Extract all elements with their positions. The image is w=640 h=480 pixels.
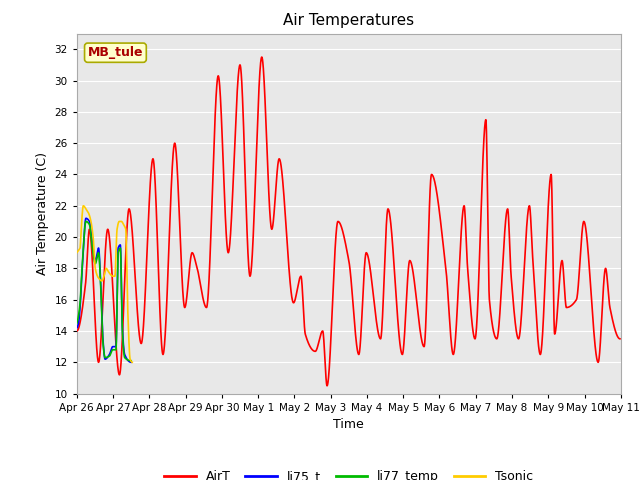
Text: MB_tule: MB_tule: [88, 46, 143, 59]
Title: Air Temperatures: Air Temperatures: [284, 13, 414, 28]
Legend: AirT, li75_t, li77_temp, Tsonic: AirT, li75_t, li77_temp, Tsonic: [159, 465, 538, 480]
Y-axis label: Air Temperature (C): Air Temperature (C): [36, 152, 49, 275]
X-axis label: Time: Time: [333, 418, 364, 431]
